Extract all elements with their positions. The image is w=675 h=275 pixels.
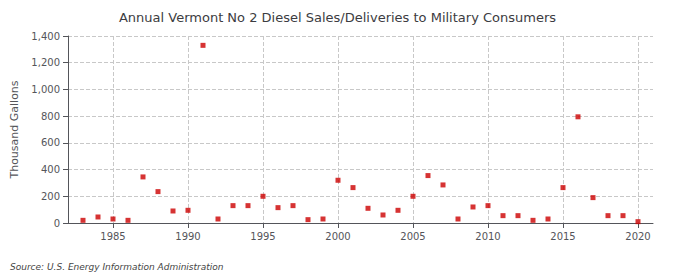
svg-text:200: 200 [41, 191, 60, 202]
svg-text:Source: U.S. Energy Informatio: Source: U.S. Energy Information Administ… [10, 262, 224, 272]
svg-text:Thousand Gallons: Thousand Gallons [8, 80, 21, 179]
svg-text:600: 600 [41, 137, 60, 148]
svg-text:1990: 1990 [175, 231, 200, 242]
svg-text:400: 400 [41, 164, 60, 175]
svg-text:2010: 2010 [475, 231, 500, 242]
svg-text:2015: 2015 [550, 231, 575, 242]
svg-text:1995: 1995 [250, 231, 275, 242]
svg-text:Annual Vermont No 2 Diesel Sal: Annual Vermont No 2 Diesel Sales/Deliver… [119, 10, 556, 25]
svg-text:2000: 2000 [325, 231, 350, 242]
svg-text:1,200: 1,200 [31, 57, 60, 68]
svg-text:2020: 2020 [625, 231, 650, 242]
svg-text:0: 0 [54, 218, 60, 229]
svg-text:1,000: 1,000 [31, 84, 60, 95]
svg-text:2005: 2005 [400, 231, 425, 242]
svg-text:1985: 1985 [100, 231, 125, 242]
svg-text:800: 800 [41, 111, 60, 122]
svg-text:1,400: 1,400 [31, 31, 60, 42]
